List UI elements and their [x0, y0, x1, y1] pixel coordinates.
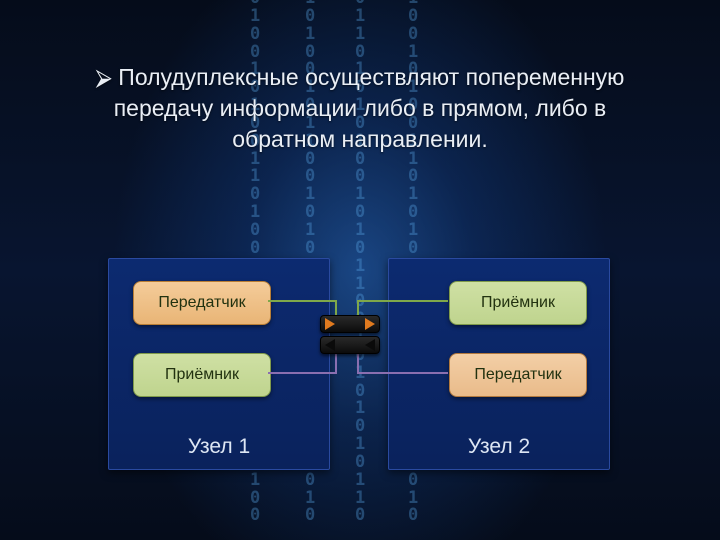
arrow-left-box — [320, 336, 380, 354]
node2-title: Узел 2 — [389, 435, 609, 459]
heading-text: Полудуплексные осуществляют попеременную… — [114, 64, 625, 152]
arrow-left-icon — [365, 339, 375, 351]
slide: 0 1 0 0 1 0 1 0 0 1 1 0 1 0 0 1 0 1 0 1 … — [0, 0, 720, 540]
slide-heading: ⮚ Полудуплексные осуществляют попеременн… — [0, 62, 720, 155]
arrow-right-icon — [365, 318, 375, 330]
node1-receiver: Приёмник — [133, 353, 271, 397]
node2-transmitter: Передатчик — [449, 353, 587, 397]
arrow-left-icon — [325, 339, 335, 351]
arrow-right-icon — [325, 318, 335, 330]
node-2: Приёмник Передатчик Узел 2 — [388, 258, 610, 470]
node1-transmitter: Передатчик — [133, 281, 271, 325]
bullet-icon: ⮚ — [96, 64, 112, 90]
node1-title: Узел 1 — [109, 435, 329, 459]
node-1: Передатчик Приёмник Узел 1 — [108, 258, 330, 470]
node2-receiver: Приёмник — [449, 281, 587, 325]
arrow-right-box — [320, 315, 380, 333]
